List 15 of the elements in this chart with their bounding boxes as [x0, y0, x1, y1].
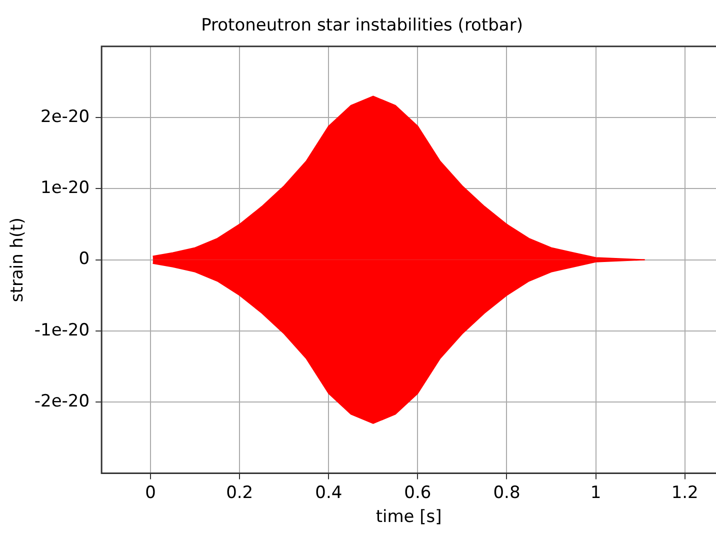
- x-tick-label: 0.4: [315, 482, 342, 503]
- x-tick-label: 0.2: [226, 482, 254, 503]
- y-tick-label: -2e-20: [34, 391, 90, 412]
- y-tick-label: 1e-20: [40, 178, 90, 198]
- x-tick-label: 1: [590, 482, 602, 503]
- y-tick-label: 0: [78, 249, 90, 270]
- y-tick-label: -1e-20: [34, 320, 90, 340]
- x-tick-label: 0.8: [493, 482, 520, 503]
- y-tick-label: 2e-20: [40, 106, 90, 127]
- y-axis-title: strain h(t): [8, 218, 28, 302]
- chart-title: Protoneutron star instabilities (rotbar): [201, 16, 523, 36]
- x-tick-label: 0: [145, 482, 156, 503]
- x-axis-title: time [s]: [376, 507, 442, 528]
- x-tick-label: 1.2: [671, 482, 698, 503]
- x-tick-label: 0.6: [404, 482, 432, 503]
